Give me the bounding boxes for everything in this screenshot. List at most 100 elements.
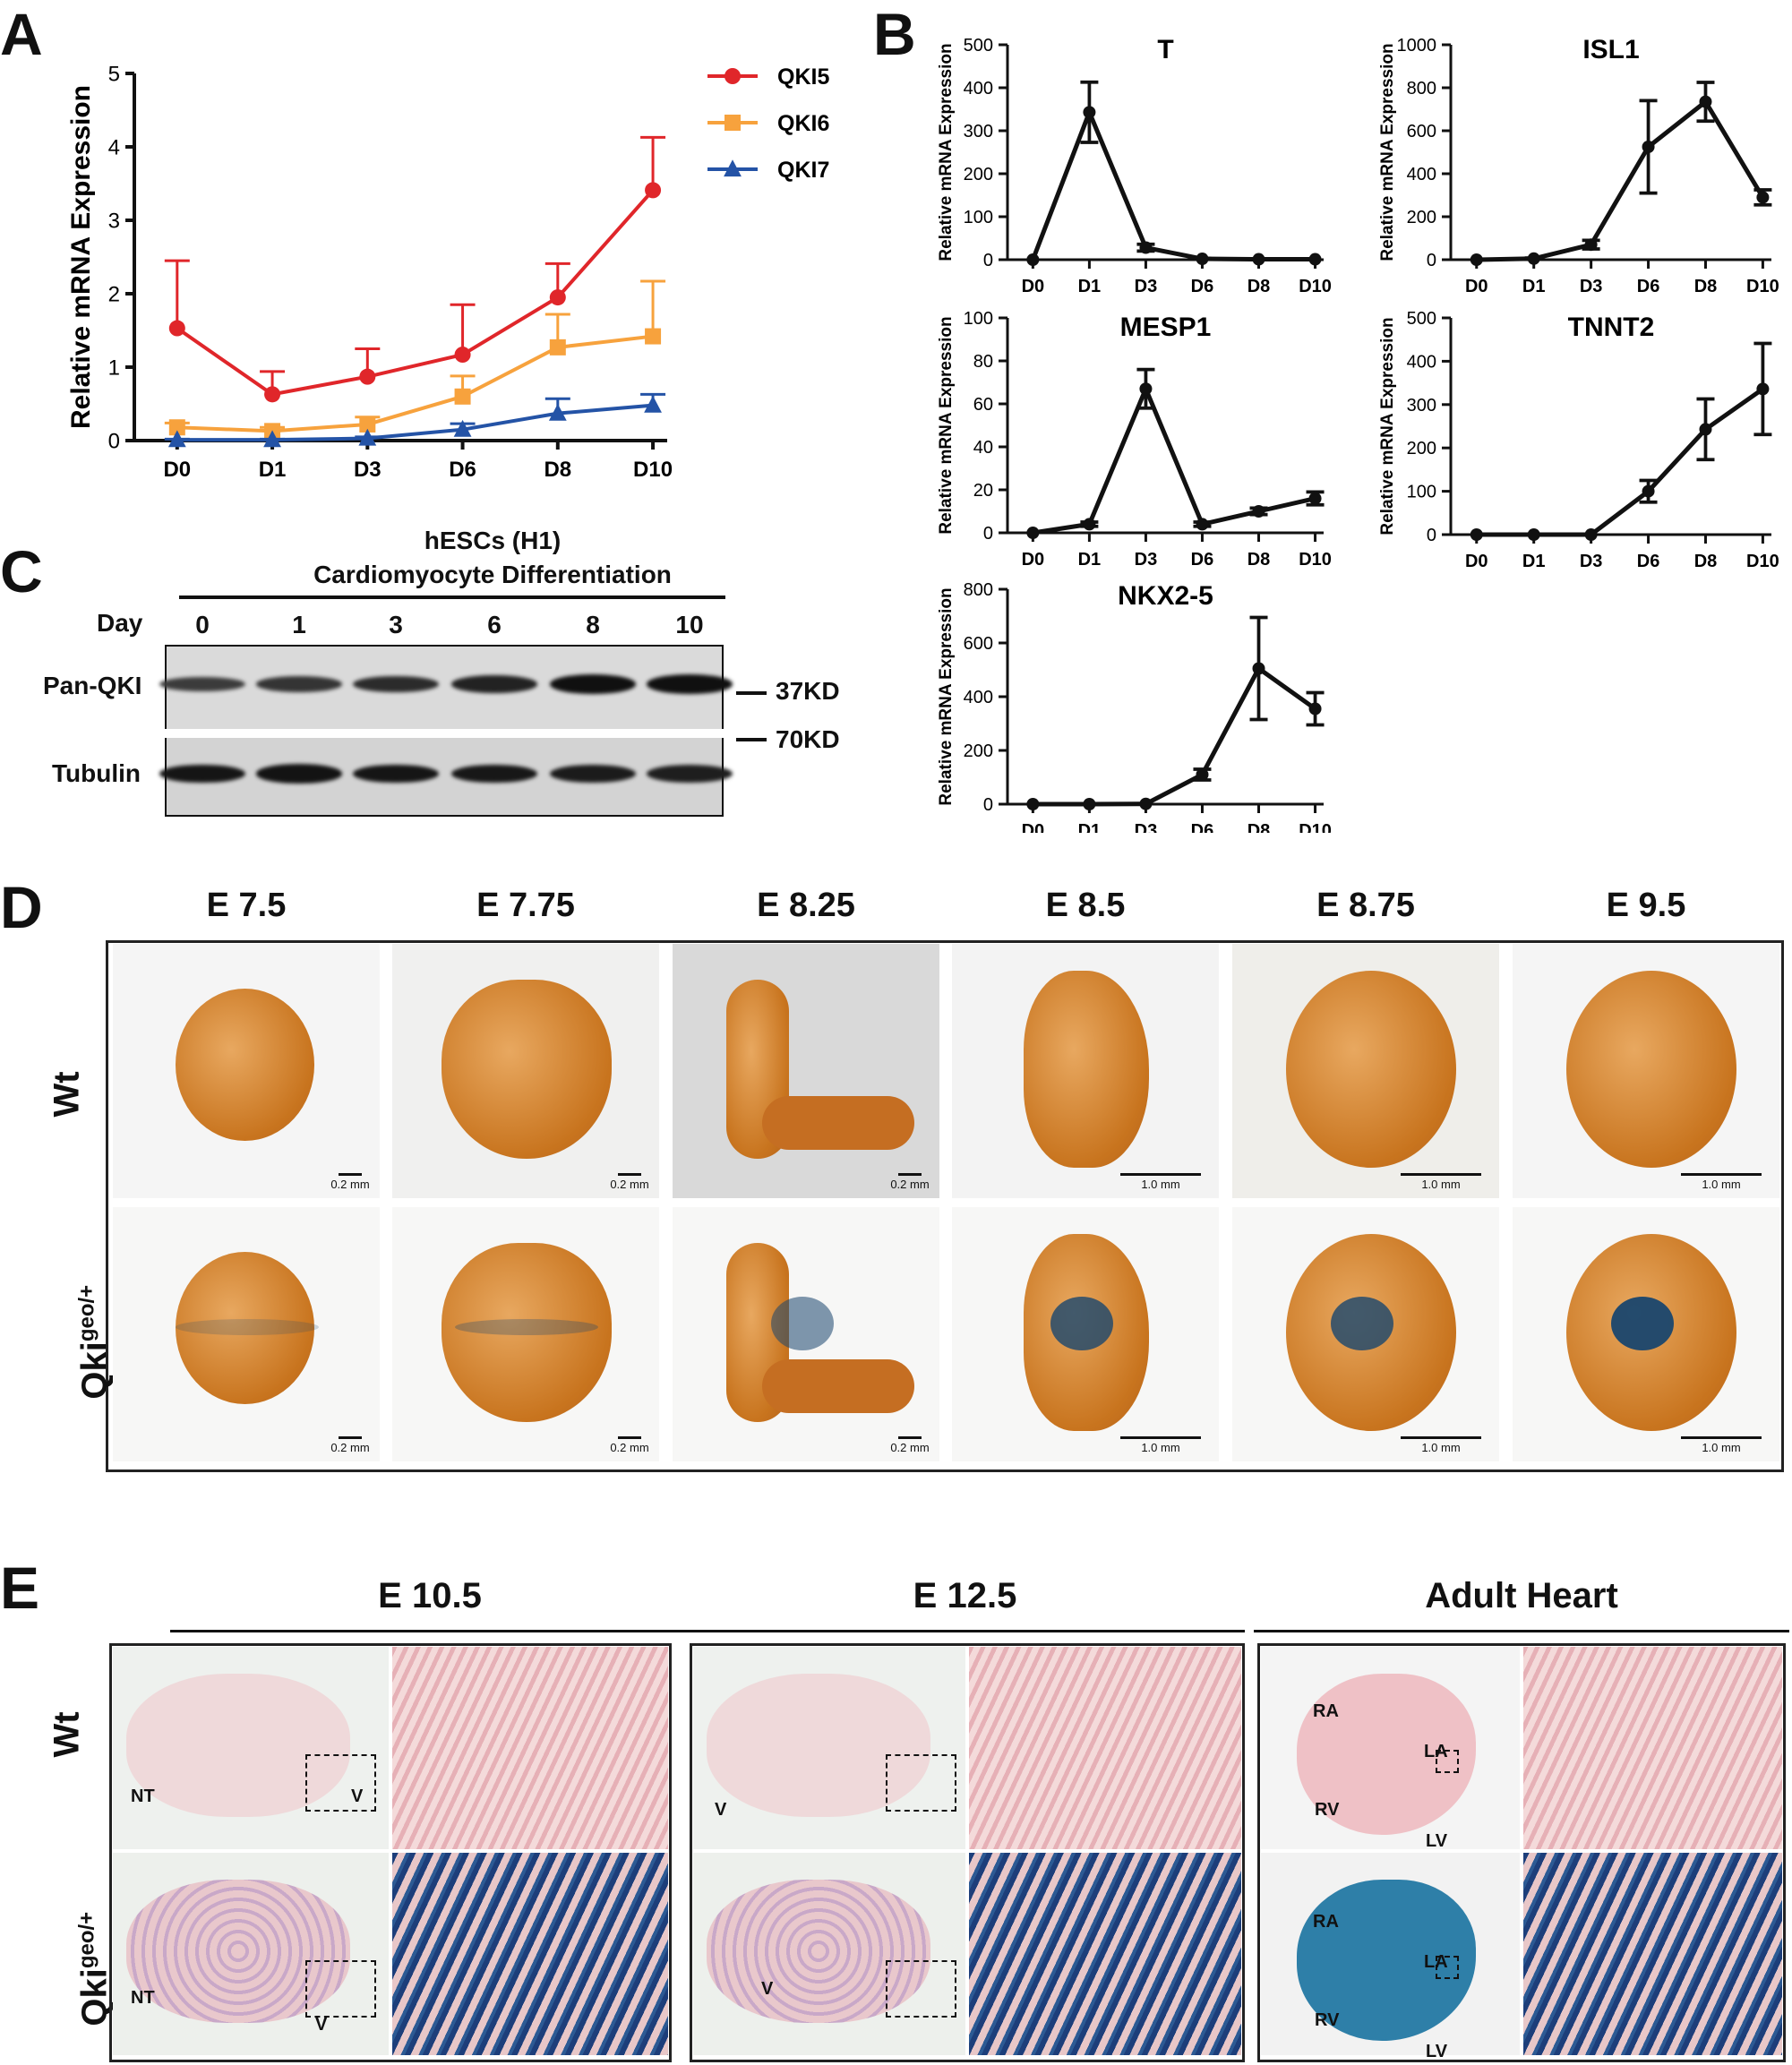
B-MESP1-y-tick-label: 40	[973, 438, 993, 458]
B-MESP1-x-tick-label: D6	[1191, 550, 1214, 570]
B-ISL1-point	[1642, 141, 1655, 153]
A-legend-marker	[725, 115, 741, 131]
anatomy-label-rv: RV	[1315, 1800, 1340, 1820]
scale-bar-label: 1.0 mm	[1141, 1178, 1180, 1191]
blot-header-line2: Cardiomyocyte Differentiation	[313, 561, 672, 588]
anatomy-label-v: V	[715, 1800, 727, 1820]
blot-row-label-panqki: Pan-QKI	[43, 672, 142, 699]
B-NKX2-5-point	[1139, 797, 1153, 810]
B-TNNT2-y-tick-label: 0	[1427, 526, 1436, 545]
zoom-box	[305, 1754, 376, 1812]
B-NKX2-5-point	[1308, 702, 1322, 715]
B-NKX2-5-series-line-0	[1033, 664, 1316, 807]
B-T-x-tick-label: D8	[1248, 277, 1271, 296]
A-y-tick-label: 0	[108, 429, 120, 453]
anatomy-label-v: V	[761, 1979, 774, 1999]
A-x-tick-label: D6	[449, 458, 476, 482]
blot-day-10: 10	[675, 611, 704, 638]
B-MESP1-point	[1196, 518, 1209, 531]
B-NKX2-5-point	[1196, 768, 1209, 781]
B-MESP1-x-tick-label: D0	[1022, 550, 1045, 570]
A-point	[263, 430, 281, 448]
A-point	[549, 338, 566, 356]
scale-bar: 0.2 mm	[330, 1173, 371, 1191]
group-underline	[685, 1630, 1245, 1632]
embryo-shape	[176, 989, 314, 1141]
B-T-point	[1083, 106, 1096, 119]
embryo-photo-qki: 1.0 mm	[952, 1207, 1219, 1461]
blot-band	[159, 764, 245, 784]
histology-tile-qki	[693, 1853, 965, 2055]
B-ISL1-y-tick-label: 800	[1407, 79, 1436, 99]
B-NKX2-5-x-tick-label: D8	[1248, 821, 1271, 833]
A-point	[168, 320, 185, 337]
scale-bar: 0.2 mm	[889, 1173, 930, 1191]
B-T-y-tick-label: 0	[983, 251, 993, 270]
B-TNNT2-x-tick-label: D6	[1637, 552, 1660, 571]
B-T-point	[1308, 253, 1322, 266]
blot-band	[550, 674, 636, 694]
B-NKX2-5-y-tick-label: 600	[964, 634, 993, 654]
scale-bar: 0.2 mm	[889, 1436, 930, 1454]
scale-bar: 0.2 mm	[609, 1173, 650, 1191]
B-TNNT2-point	[1756, 382, 1770, 396]
B-MESP1-y-tick-label: 20	[973, 481, 993, 501]
B-T-y-tick-label: 300	[964, 122, 993, 141]
blot-day-0: 0	[195, 611, 210, 638]
blot-band	[256, 764, 342, 784]
A-y-axis-label: Relative mRNA Expression	[66, 85, 96, 429]
scale-bar-line	[618, 1173, 641, 1176]
B-ISL1-x-tick-label: D3	[1580, 277, 1603, 296]
tissue-section-shape	[707, 1880, 930, 2023]
histology-tile-qki	[392, 1853, 668, 2055]
scale-bar-label: 1.0 mm	[1421, 1178, 1461, 1191]
B-NKX2-5-y-axis-label: Relative mRNA Expression	[937, 587, 956, 805]
B-TNNT2-point	[1527, 528, 1540, 541]
B-NKX2-5-y-tick-label: 400	[964, 688, 993, 707]
B-TNNT2-point	[1584, 528, 1598, 541]
A-point	[454, 347, 471, 364]
scale-bar-line	[898, 1173, 922, 1176]
A-point	[645, 328, 662, 345]
scale-bar-line	[1120, 1173, 1201, 1176]
B-ISL1-series-line-0	[1476, 98, 1765, 262]
tissue-section-shape	[707, 1674, 930, 1817]
group-underline	[1254, 1630, 1789, 1632]
B-ISL1-point	[1756, 191, 1770, 204]
A-point	[168, 419, 185, 436]
B-MESP1-point	[1139, 382, 1153, 396]
zoom-box	[886, 1754, 956, 1812]
B-TNNT2-y-tick-label: 200	[1407, 439, 1436, 458]
B-TNNT2-y-tick-label: 300	[1407, 396, 1436, 416]
anatomy-label-rv: RV	[1315, 2010, 1340, 2030]
tissue-section-shape	[1523, 1647, 1782, 1849]
B-TNNT2-x-tick-label: D8	[1694, 552, 1718, 571]
marker-70kd-tick	[736, 738, 767, 741]
B-ISL1-point	[1584, 238, 1598, 252]
group-title: E 12.5	[913, 1576, 1017, 1615]
embryo-photo-qki: 1.0 mm	[1513, 1207, 1779, 1461]
A-series-line-2	[176, 403, 654, 442]
B-MESP1-title: MESP1	[1120, 313, 1212, 342]
embryo-tail-shape	[762, 1096, 914, 1150]
B-MESP1-y-tick-label: 100	[964, 309, 993, 329]
A-series-line-1	[176, 334, 654, 433]
B-ISL1-y-tick-label: 0	[1427, 251, 1436, 270]
A-point	[359, 416, 376, 433]
scale-bar-label: 0.2 mm	[330, 1178, 370, 1191]
stage-label: E 7.75	[476, 887, 575, 924]
B-T-title: T	[1157, 35, 1173, 64]
embryo-photo-wt: 0.2 mm	[673, 944, 939, 1198]
anatomy-label-v: V	[315, 2015, 328, 2035]
anatomy-label-la: LA	[1424, 1952, 1448, 1972]
blot-membrane-top	[165, 645, 724, 729]
embryo-shape	[1286, 971, 1456, 1168]
panel-letter-c: C	[0, 538, 43, 604]
anatomy-label-ra: RA	[1313, 1701, 1339, 1721]
B-NKX2-5-x-tick-label: D6	[1191, 821, 1214, 833]
scale-bar: 0.2 mm	[609, 1436, 650, 1454]
B-MESP1-point	[1083, 518, 1096, 531]
A-y-tick-label: 3	[108, 209, 120, 233]
embryo-photo-wt: 1.0 mm	[952, 944, 1219, 1198]
